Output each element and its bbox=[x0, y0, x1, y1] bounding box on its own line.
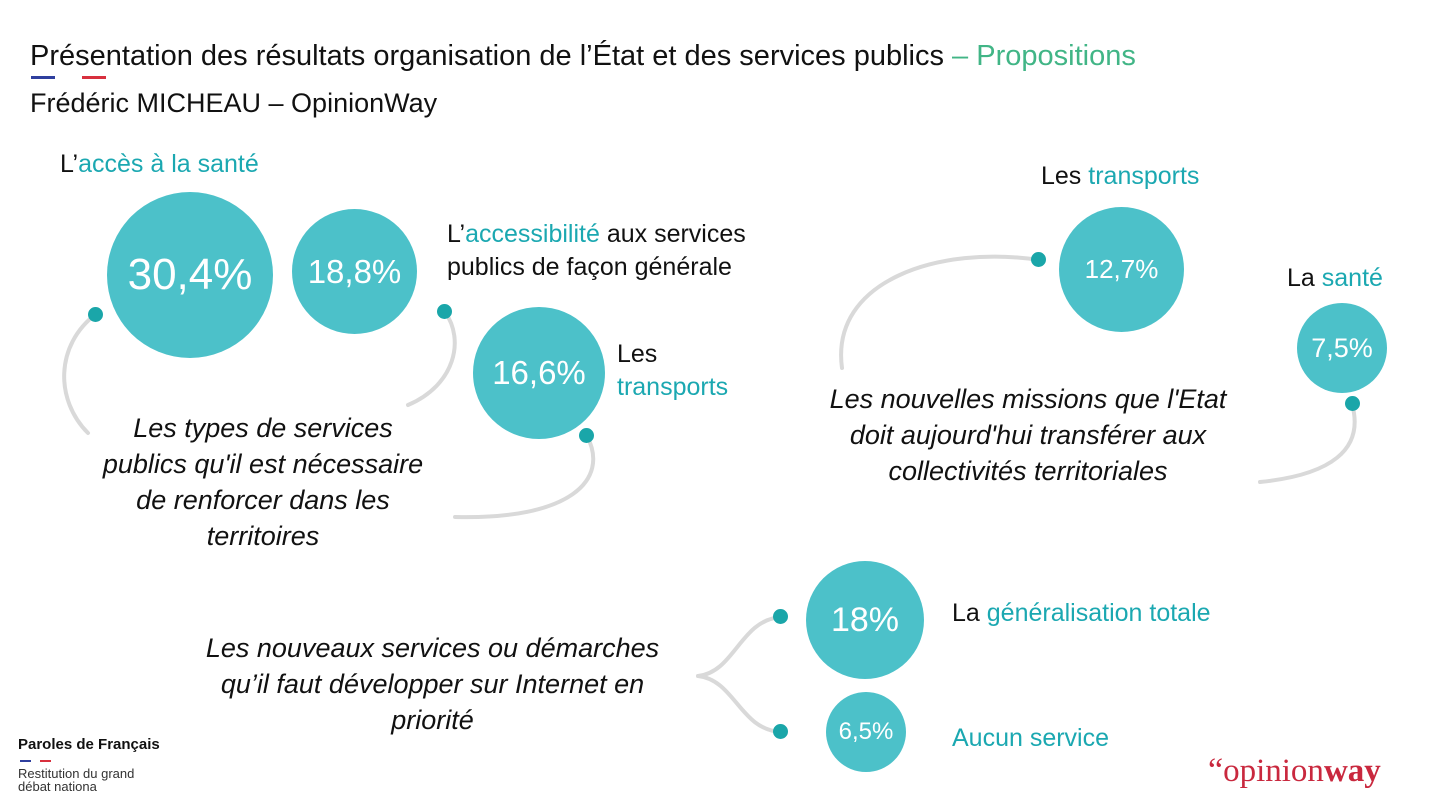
connector-g3-bottom bbox=[696, 674, 783, 734]
bubble-sante-g2: 7,5% bbox=[1297, 303, 1387, 393]
dot-g1-mid bbox=[437, 304, 452, 319]
bubble-acces-sante: 30,4% bbox=[107, 192, 273, 358]
label-generalisation: La généralisation totale bbox=[952, 599, 1211, 627]
title-accent: – Propositions bbox=[944, 40, 1136, 72]
connector-g2-left bbox=[839, 254, 1041, 370]
dot-g3-bottom bbox=[773, 724, 788, 739]
label-aucun-service: Aucun service bbox=[952, 724, 1110, 752]
connector-g3-top bbox=[696, 615, 783, 678]
title-underline-red bbox=[82, 76, 106, 79]
opinionway-logo: “opinionway bbox=[1208, 752, 1381, 789]
connector-g2-right bbox=[1258, 402, 1357, 484]
title-main: Présentation des résultats organisation … bbox=[30, 40, 944, 72]
footer-brand: Paroles de Français bbox=[18, 736, 160, 753]
label-sante-g2: La santé bbox=[1287, 264, 1383, 292]
connector-g1-left bbox=[62, 312, 98, 435]
bubble-generalisation: 18% bbox=[806, 561, 924, 679]
title-underline-blue bbox=[31, 76, 55, 79]
dot-g1-right bbox=[579, 428, 594, 443]
label-transports-g2: Les transports bbox=[1041, 162, 1200, 190]
footer-subtitle: Restitution du grand débat nationa bbox=[18, 766, 135, 794]
connector-g1-mid bbox=[406, 310, 457, 407]
label-accessibilite: L’accessibilité aux services publics de f… bbox=[447, 220, 746, 281]
topic-services-renforcer: Les types de services publics qu'il est … bbox=[102, 413, 424, 551]
bubble-accessibilite: 18,8% bbox=[292, 209, 417, 334]
topic-missions-transferer: Les nouvelles missions que l'Etat doit a… bbox=[829, 384, 1227, 486]
label-transports-g1: Les transports bbox=[617, 340, 729, 401]
dot-g1-left bbox=[88, 307, 103, 322]
footer-dash-blue bbox=[20, 760, 31, 762]
topic-services-internet: Les nouveaux services ou démarches qu’il… bbox=[205, 633, 660, 735]
bubble-aucun-service: 6,5% bbox=[826, 692, 906, 772]
dot-g2-right bbox=[1345, 396, 1360, 411]
bubble-transports-g1: 16,6% bbox=[473, 307, 605, 439]
dot-g3-top bbox=[773, 609, 788, 624]
connector-g1-right bbox=[453, 434, 596, 520]
page-subtitle: Frédéric MICHEAU – OpinionWay bbox=[30, 88, 438, 118]
label-acces-sante: L’accès à la santé bbox=[60, 150, 259, 178]
footer-dash-red bbox=[40, 760, 51, 762]
page-title: Présentation des résultats organisation … bbox=[30, 40, 1136, 73]
bubble-transports-g2: 12,7% bbox=[1059, 207, 1184, 332]
dot-g2-left bbox=[1031, 252, 1046, 267]
